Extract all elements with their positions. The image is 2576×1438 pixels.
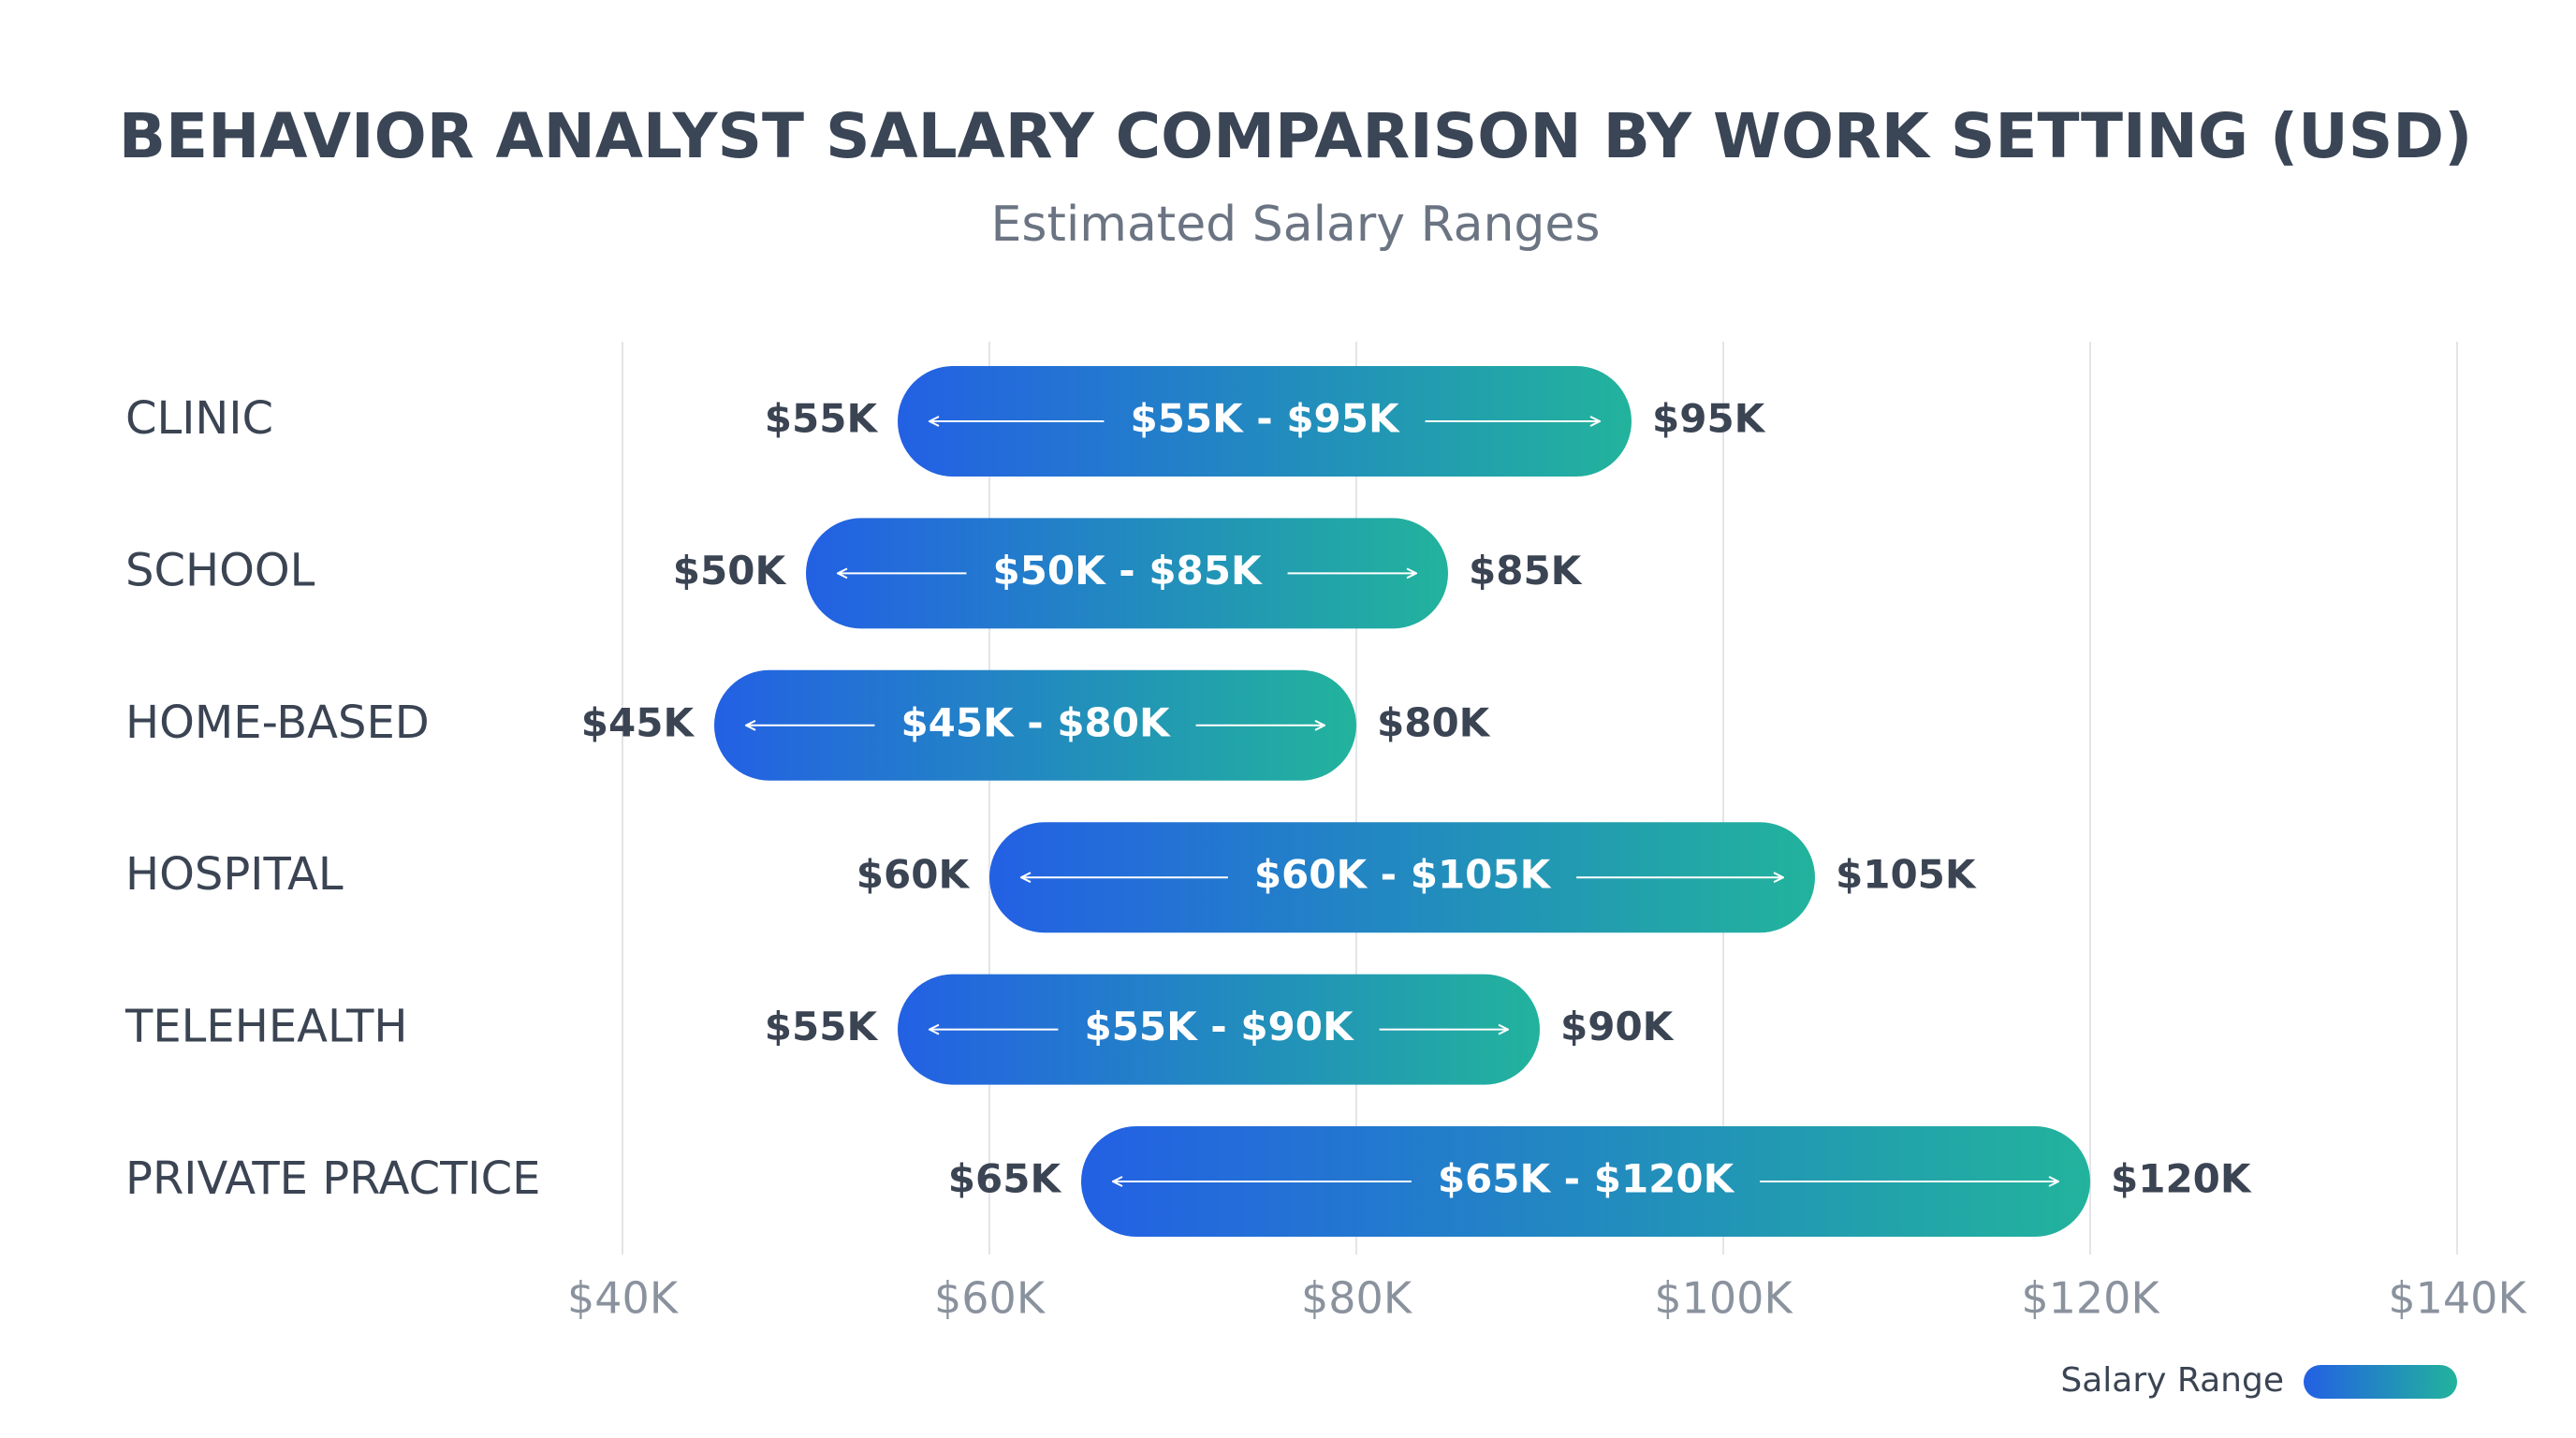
category-label: PRIVATE PRACTICE [125,1152,540,1205]
chart-subtitle: Estimated Salary Ranges [991,197,1601,253]
chart-title: BEHAVIOR ANALYST SALARY COMPARISON BY WO… [119,100,2473,172]
range-label: $50K - $85K [992,548,1263,594]
low-label: $65K [948,1156,1062,1202]
range-label: $60K - $105K [1254,852,1552,898]
x-tick-label: $60K [934,1273,1046,1324]
high-label: $95K [1652,396,1766,442]
high-label: $90K [1560,1004,1675,1049]
range-label: $45K - $80K [900,699,1171,745]
category-label: TELEHEALTH [124,1001,408,1053]
category-label: CLINIC [125,392,273,445]
range-bar [714,669,1356,781]
x-tick-label: $100K [1654,1273,1793,1324]
range-label: $55K - $95K [1130,396,1400,442]
x-tick-label: $80K [1301,1273,1413,1324]
high-label: $85K [1469,548,1583,594]
high-label: $120K [2111,1156,2252,1202]
low-label: $45K [581,699,695,745]
x-tick-label: $120K [2021,1273,2160,1324]
range-label: $65K - $120K [1438,1156,1735,1202]
range-bar [898,366,1632,477]
range-bar [989,822,1815,933]
category-label: HOSPITAL [125,848,344,901]
range-bar [1081,1126,2090,1237]
low-label: $55K [765,396,879,442]
low-label: $60K [856,852,971,898]
low-label: $50K [673,548,787,594]
high-label: $105K [1836,852,1977,898]
x-tick-label: $140K [2388,1273,2527,1324]
category-label: SCHOOL [125,544,315,596]
low-label: $55K [765,1004,879,1049]
legend-swatch [2304,1365,2457,1399]
legend-label: Salary Range [2060,1361,2284,1400]
high-label: $80K [1377,699,1491,745]
range-label: $55K - $90K [1084,1004,1354,1049]
range-bar [806,518,1448,629]
category-label: HOME-BASED [125,697,430,749]
range-bar [898,974,1540,1085]
x-tick-label: $40K [567,1273,680,1324]
